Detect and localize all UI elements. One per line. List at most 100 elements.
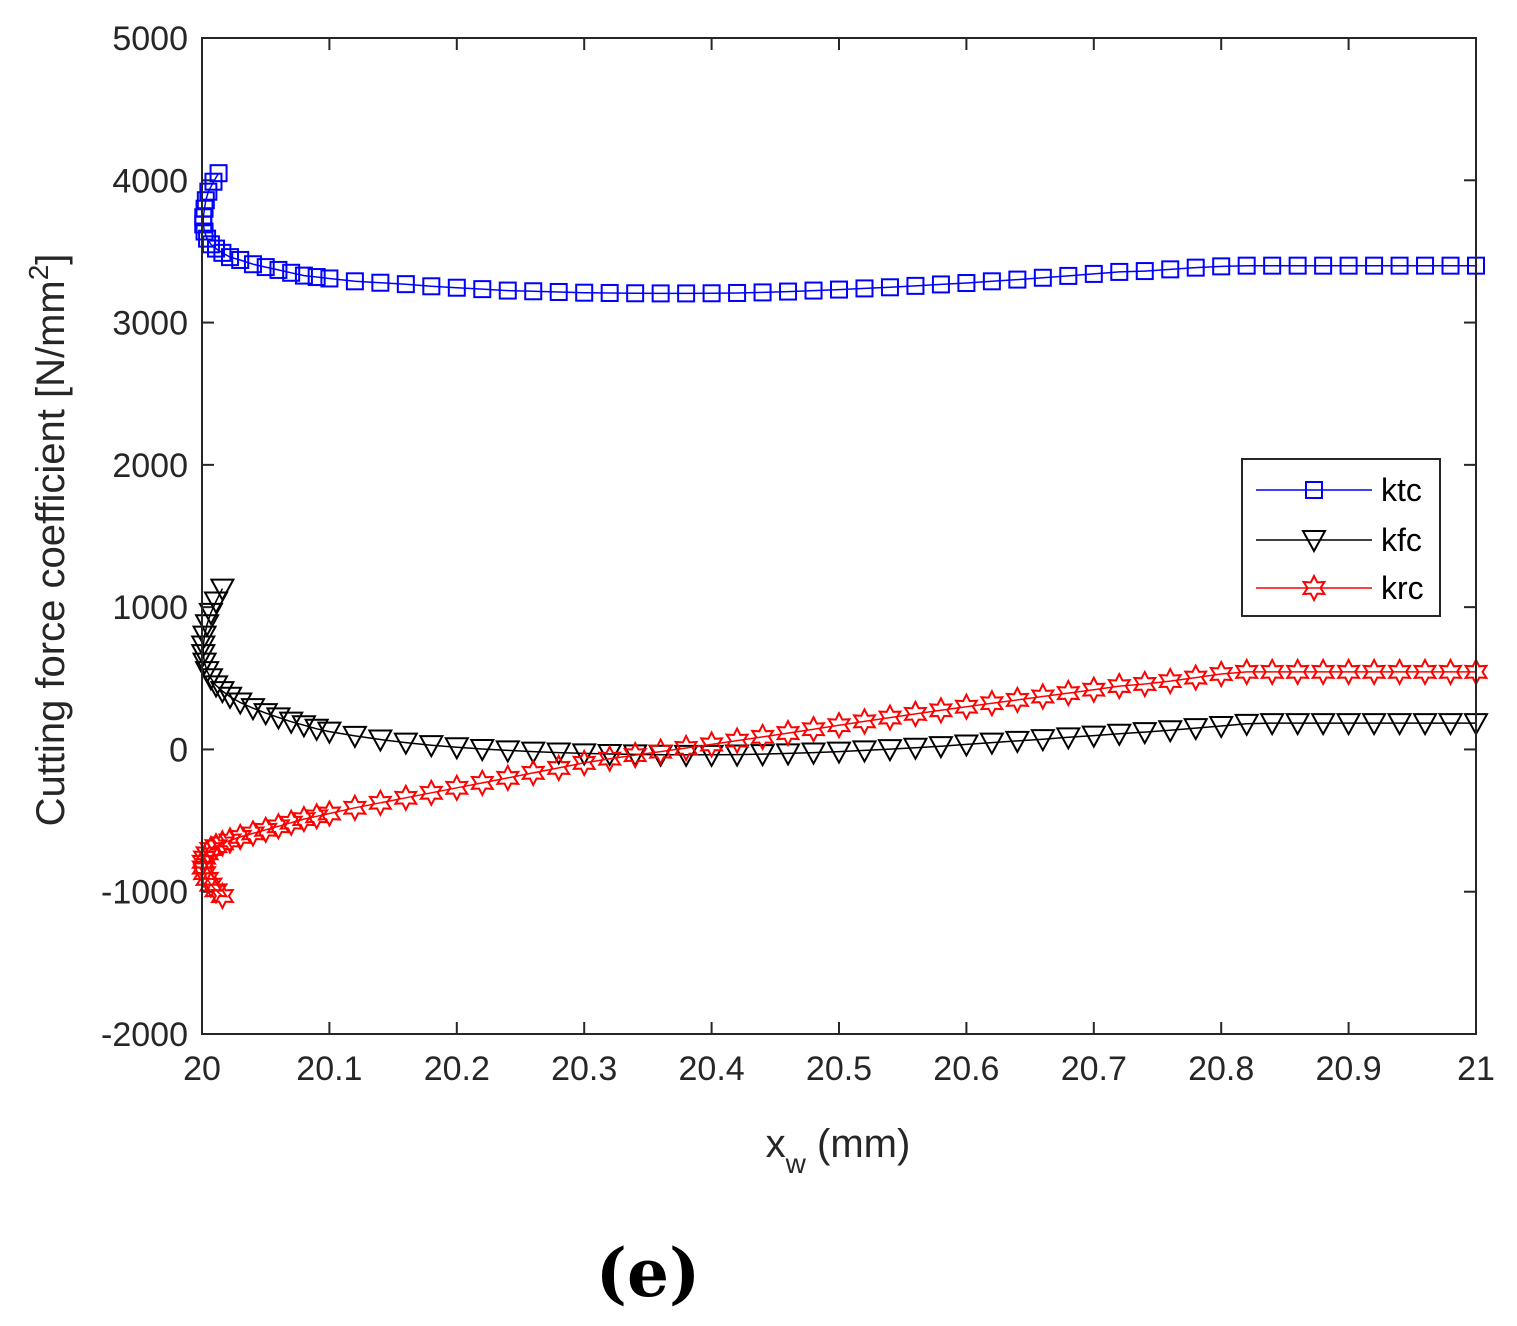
- data-point-kfc: [928, 736, 954, 760]
- data-point-krc: [304, 802, 330, 831]
- y-tick-label: -2000: [101, 1016, 188, 1054]
- legend-entry-krc: krc: [1256, 570, 1424, 606]
- y-tick-label: 3000: [112, 305, 188, 343]
- data-point-ktc: [1033, 268, 1052, 287]
- data-point-ktc: [221, 248, 240, 267]
- data-point-ktc: [753, 283, 772, 302]
- legend-label-krc: krc: [1381, 570, 1424, 606]
- data-point-ktc: [1390, 256, 1409, 275]
- x-tick-label: 20.9: [1316, 1050, 1382, 1088]
- data-point-krc: [210, 881, 235, 911]
- data-point-ktc: [256, 258, 275, 277]
- data-point-ktc: [957, 274, 976, 293]
- data-point-kfc: [979, 732, 1005, 756]
- data-point-kfc: [1259, 713, 1285, 737]
- data-point-kfc: [1437, 713, 1464, 737]
- data-point-ktc: [1263, 256, 1282, 275]
- data-point-ktc: [830, 280, 848, 299]
- data-point-kfc: [1055, 727, 1082, 751]
- data-point-krc: [266, 812, 291, 841]
- x-tick-label: 21: [1457, 1050, 1495, 1088]
- data-point-ktc: [1110, 262, 1129, 281]
- data-point-kfc: [217, 686, 243, 710]
- data-point-kfc: [800, 742, 827, 766]
- data-point-ktc: [931, 275, 950, 294]
- data-point-kfc: [227, 692, 253, 716]
- data-point-ktc: [1237, 256, 1256, 275]
- data-point-ktc: [1008, 270, 1027, 289]
- data-point-ktc: [345, 272, 364, 291]
- data-point-kfc: [877, 739, 903, 763]
- data-point-kfc: [1208, 715, 1234, 740]
- data-point-krc: [1132, 669, 1158, 699]
- data-point-ktc: [1186, 258, 1205, 277]
- data-point-krc: [1412, 657, 1438, 687]
- y-tick-label: 4000: [112, 162, 188, 200]
- data-point-kfc: [469, 739, 495, 763]
- data-point-ktc: [906, 276, 925, 295]
- data-point-kfc: [1081, 725, 1107, 749]
- data-point-ktc: [702, 284, 721, 303]
- data-point-kfc: [546, 742, 572, 766]
- data-point-krc: [342, 793, 368, 823]
- x-tick-label: 20.6: [933, 1050, 999, 1088]
- data-point-krc: [750, 722, 775, 752]
- data-point-kfc: [673, 744, 699, 768]
- x-tick-label: 20.2: [424, 1050, 490, 1088]
- data-point-kfc: [1310, 713, 1336, 737]
- data-point-krc: [597, 744, 623, 773]
- data-point-ktc: [575, 283, 594, 302]
- data-point-krc: [1310, 657, 1336, 687]
- data-point-ktc: [1161, 260, 1180, 279]
- data-point-kfc: [1183, 718, 1209, 742]
- x-tick-label: 20.5: [806, 1050, 872, 1088]
- x-tick-label: 20: [183, 1050, 221, 1088]
- data-point-ktc: [447, 278, 466, 297]
- data-point-krc: [444, 773, 470, 802]
- data-point-ktc: [804, 281, 823, 300]
- data-point-ktc: [473, 280, 492, 299]
- data-point-kfc: [342, 725, 368, 749]
- data-point-krc: [979, 688, 1005, 718]
- x-axis-title-rest: (mm): [806, 1122, 910, 1166]
- data-point-kfc: [191, 652, 218, 676]
- data-point-ktc: [1059, 266, 1078, 285]
- data-point-ktc: [282, 263, 301, 282]
- data-point-ktc: [880, 278, 899, 297]
- data-point-kfc: [203, 591, 229, 615]
- data-point-krc: [1234, 657, 1260, 687]
- data-point-ktc: [243, 255, 262, 274]
- data-point-ktc: [626, 284, 645, 303]
- data-point-krc: [903, 699, 928, 729]
- data-point-krc: [699, 730, 724, 759]
- data-point-krc: [928, 696, 954, 725]
- axes-box: [201, 37, 1477, 1035]
- data-point-ktc: [651, 284, 670, 303]
- data-point-krc: [1285, 657, 1310, 687]
- y-axis-title: Cutting force coefficient [N/mm2]: [23, 254, 73, 827]
- data-point-ktc: [498, 281, 517, 300]
- data-point-krc: [253, 815, 279, 845]
- series-ktc: [194, 164, 1485, 303]
- data-point-krc: [203, 831, 229, 861]
- data-point-krc: [1030, 682, 1056, 711]
- panel-label: (e): [596, 1234, 700, 1312]
- data-point-kfc: [393, 732, 419, 756]
- legend-entries: ktc kfc krc: [1256, 472, 1424, 606]
- data-point-kfc: [203, 675, 229, 699]
- data-point-krc: [418, 778, 444, 807]
- data-point-ktc: [779, 282, 798, 301]
- data-point-ktc: [1441, 256, 1460, 275]
- series-layer: [190, 164, 1489, 911]
- data-point-krc: [622, 740, 648, 770]
- y-tick-label: -1000: [101, 874, 188, 912]
- data-point-krc: [724, 726, 750, 755]
- data-point-krc: [520, 758, 546, 788]
- legend: ktc kfc krc: [1241, 458, 1441, 617]
- data-point-kfc: [953, 734, 980, 758]
- x-axis-title: xw (mm): [766, 1122, 911, 1179]
- x-axis-title-main: x: [766, 1122, 786, 1166]
- data-point-kfc: [826, 741, 852, 765]
- y-axis-title-superscript: 2: [23, 265, 54, 281]
